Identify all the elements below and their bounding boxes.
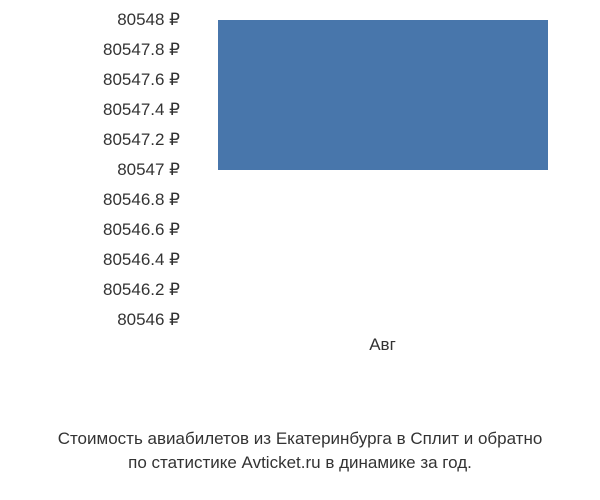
price-chart: 80548 ₽80547.8 ₽80547.6 ₽80547.4 ₽80547.…	[40, 20, 570, 350]
y-tick-label: 80547.8 ₽	[40, 40, 180, 60]
y-tick-label: 80547.4 ₽	[40, 100, 180, 120]
y-tick-label: 80546.8 ₽	[40, 190, 180, 210]
y-tick-label: 80547 ₽	[40, 160, 180, 180]
x-tick-label: Авг	[369, 335, 396, 355]
chart-caption: Стоимость авиабилетов из Екатеринбурга в…	[0, 427, 600, 475]
y-tick-label: 80548 ₽	[40, 10, 180, 30]
y-axis: 80548 ₽80547.8 ₽80547.6 ₽80547.4 ₽80547.…	[40, 20, 180, 350]
caption-line-1: Стоимость авиабилетов из Екатеринбурга в…	[58, 429, 543, 448]
y-tick-label: 80547.6 ₽	[40, 70, 180, 90]
y-tick-label: 80546 ₽	[40, 310, 180, 330]
y-tick-label: 80546.2 ₽	[40, 280, 180, 300]
caption-line-2: по статистике Avticket.ru в динамике за …	[128, 453, 472, 472]
chart-bar	[218, 20, 548, 170]
y-tick-label: 80546.4 ₽	[40, 250, 180, 270]
y-tick-label: 80546.6 ₽	[40, 220, 180, 240]
y-tick-label: 80547.2 ₽	[40, 130, 180, 150]
plot-area: Авг	[195, 20, 570, 320]
